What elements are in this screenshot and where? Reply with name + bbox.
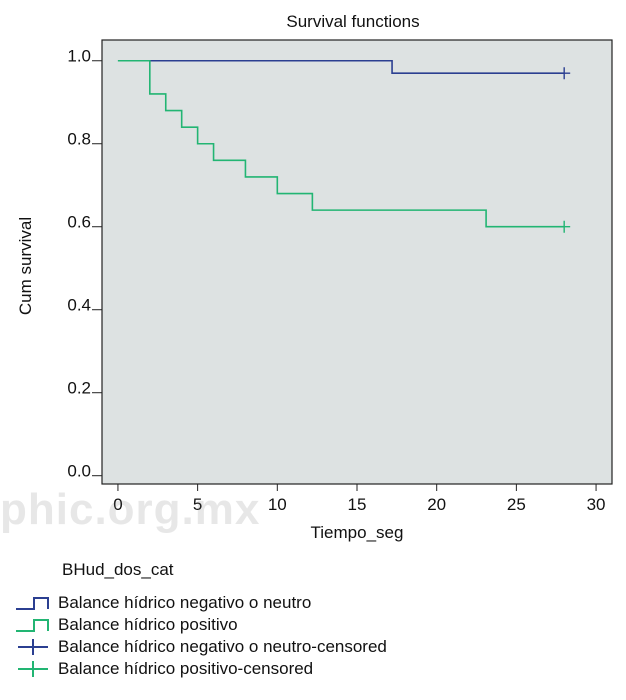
y-tick-label: 0.2 bbox=[67, 379, 91, 398]
legend-plus-icon bbox=[18, 661, 48, 677]
y-tick-label: 0.4 bbox=[67, 296, 91, 315]
plot-area bbox=[101, 39, 613, 485]
y-tick-label: 0.6 bbox=[67, 213, 91, 232]
legend-item: Balance hídrico positivo bbox=[14, 614, 238, 636]
chart-title: Survival functions bbox=[286, 12, 419, 31]
legend-item: Balance hídrico negativo o neutro-censor… bbox=[14, 636, 387, 658]
y-axis-label: Cum survival bbox=[16, 217, 35, 315]
x-tick-label: 30 bbox=[587, 495, 606, 514]
legend-item-label: Balance hídrico negativo o neutro-censor… bbox=[58, 637, 387, 656]
legend-item: Balance hídrico negativo o neutro bbox=[14, 592, 311, 614]
x-tick-label: 25 bbox=[507, 495, 526, 514]
legend-item: Balance hídrico positivo-censored bbox=[14, 658, 313, 680]
legend-title: BHud_dos_cat bbox=[62, 560, 174, 579]
y-tick-label: 0.0 bbox=[67, 462, 91, 481]
watermark-text: phic.org.mx bbox=[0, 485, 261, 534]
censored-marker bbox=[558, 67, 571, 80]
legend-item-label: Balance hídrico negativo o neutro bbox=[58, 593, 312, 612]
legend-step-icon bbox=[16, 597, 49, 610]
x-tick-label: 5 bbox=[193, 495, 202, 514]
x-tick-label: 0 bbox=[113, 495, 122, 514]
x-tick-label: 10 bbox=[268, 495, 287, 514]
legend-step-icon bbox=[16, 619, 49, 632]
legend-plus-icon bbox=[18, 639, 48, 655]
legend-item-label: Balance hídrico positivo-censored bbox=[58, 659, 314, 678]
legend-item-label: Balance hídrico positivo bbox=[58, 615, 238, 634]
y-tick-label: 1.0 bbox=[67, 47, 91, 66]
censored-marker bbox=[558, 220, 571, 233]
series-line-0 bbox=[117, 59, 565, 74]
y-tick-label: 0.8 bbox=[67, 130, 91, 149]
x-axis-label: Tiempo_seg bbox=[311, 523, 404, 542]
x-tick-label: 15 bbox=[348, 495, 367, 514]
x-tick-label: 20 bbox=[427, 495, 446, 514]
survival-chart: Survival functions 0 5 10 15 20 25 30 0.0 0.2 0.4 0… bbox=[16, 12, 613, 542]
series-line-1 bbox=[117, 59, 565, 228]
